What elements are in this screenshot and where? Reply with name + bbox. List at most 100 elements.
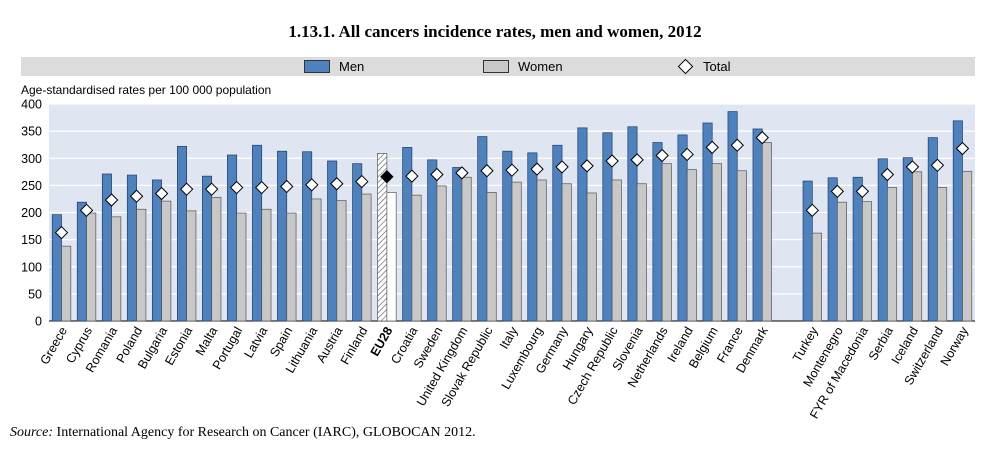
bar-men-Luxembourg [527,152,538,322]
bar-men-Iceland [902,157,913,322]
legend-label-total: Total [703,59,731,74]
bar-women-Luxembourg [536,179,547,322]
legend-swatch-men [304,60,330,73]
total-marker-Iceland [905,160,920,174]
total-marker-Spain [280,179,294,194]
total-marker-Belgium [705,140,719,155]
bar-women-FYR of Macedonia [862,201,873,322]
source-text: International Agency for Research on Can… [56,425,476,440]
total-marker-Cyprus [79,203,94,218]
bar-men-Slovak Republic [477,136,488,322]
bar-men-Malta [202,175,213,322]
bar-women-Malta [211,196,222,322]
total-marker-Montenegro [830,184,845,199]
bar-women-EU28 [386,192,397,322]
y-tick-label: 400 [21,98,42,112]
bar-men-Bulgaria [151,179,162,322]
bar-women-United Kingdom [461,176,472,322]
bar-women-Latvia [261,208,272,322]
bar-men-Denmark [752,128,763,322]
total-marker-Bulgaria [154,186,169,201]
bar-women-Montenegro [837,201,848,322]
bar-men-Spain [277,150,288,322]
total-marker-FYR of Macedonia [855,184,870,199]
bar-women-Czech Republic [611,179,622,322]
bar-men-Turkey [802,180,813,322]
total-marker-Greece [54,225,69,240]
source-note: Source: International Agency for Researc… [10,425,476,441]
total-marker-Germany [555,160,569,174]
bar-women-Hungary [586,192,597,322]
y-tick-label: 300 [21,152,42,166]
x-tick-label: Latvia [242,324,271,360]
y-tick-label: 50 [28,287,42,301]
bar-women-Turkey [811,232,822,322]
bar-women-Austria [336,200,347,322]
total-marker-Denmark [755,130,769,145]
total-marker-Serbia [880,167,895,182]
legend-swatch-women [483,60,509,73]
bar-women-Bulgaria [161,200,172,322]
bar-women-Iceland [912,171,923,322]
bar-women-Netherlands [661,163,672,322]
x-axis: GreeceCyprusRomaniaPolandBulgariaEstonia… [37,324,971,421]
bar-women-Denmark [761,142,772,322]
source-label: Source: [10,425,54,440]
bar-men-Lithuania [302,151,313,322]
total-marker-Norway [955,141,970,156]
total-markers [54,130,970,240]
bar-women-Serbia [887,187,898,322]
bar-men-Sweden [427,159,438,322]
total-marker-Lithuania [305,178,319,192]
total-marker-Netherlands [655,148,669,163]
bar-women-Romania [111,216,122,322]
total-marker-Portugal [229,180,244,195]
y-tick-label: 250 [21,179,42,193]
bar-women-Norway [962,170,973,322]
bar-men-Italy [502,150,513,322]
y-tick-label: 150 [21,233,42,247]
bar-women-Italy [511,181,522,322]
bar-men-Finland [352,163,363,322]
bar-men-Estonia [176,145,187,322]
bar-men-United Kingdom [452,167,463,322]
total-marker-Latvia [255,180,269,195]
chart-title: 1.13.1. All cancers incidence rates, men… [288,22,702,41]
total-marker-Finland [355,174,369,189]
total-marker-Romania [104,193,119,207]
bar-men-Montenegro [827,177,838,322]
bar-men-Ireland [677,134,688,322]
y-tick-label: 350 [21,125,42,139]
total-marker-Hungary [580,159,594,173]
total-marker-Malta [204,182,219,196]
legend-label-men: Men [339,59,365,74]
bar-women-Switzerland [937,187,948,322]
total-marker-Slovenia [630,153,644,167]
bar-women-Croatia [411,194,422,322]
legend: Men Women Total [21,57,975,76]
total-marker-EU28 [380,169,394,184]
total-marker-Luxembourg [530,162,544,176]
bars [51,111,973,322]
bar-men-FYR of Macedonia [852,176,863,322]
y-tick-label: 100 [21,260,42,274]
total-marker-Sweden [430,167,444,182]
bar-men-Netherlands [652,142,663,322]
bar-women-Slovenia [636,183,647,322]
bar-women-Estonia [186,210,197,322]
total-marker-Poland [129,189,144,203]
y-tick-label: 0 [35,315,42,329]
total-marker-Austria [330,177,344,191]
total-marker-Czech Republic [605,154,619,168]
total-marker-Turkey [805,203,820,218]
bar-women-Greece [61,245,72,322]
y-axis-label: Age-standardised rates per 100 000 popul… [21,83,272,97]
bar-women-Lithuania [311,198,322,322]
legend-item-women: Women [483,57,563,76]
total-marker-Estonia [179,182,194,196]
bar-women-Ireland [686,169,697,322]
y-axis: 0 50 100 150 200 250 300 350 400 [21,98,42,329]
bar-women-Poland [136,208,147,322]
total-marker-United Kingdom [455,166,469,180]
total-marker-Switzerland [930,158,945,173]
